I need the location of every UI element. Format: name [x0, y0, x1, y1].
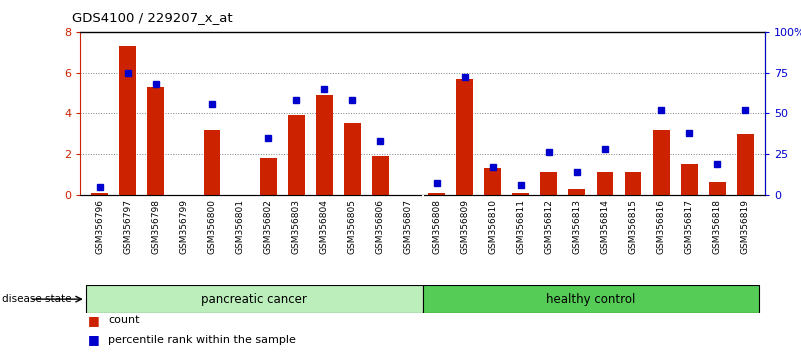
Text: GSM356810: GSM356810 [488, 199, 497, 254]
Text: GSM356812: GSM356812 [545, 199, 553, 254]
Text: healthy control: healthy control [546, 293, 636, 306]
Bar [737, 133, 754, 195]
Bar [597, 172, 614, 195]
Bar [288, 115, 304, 195]
Text: disease state: disease state [2, 294, 71, 304]
Text: ■: ■ [88, 314, 100, 327]
Text: GSM356801: GSM356801 [235, 199, 244, 254]
Text: GSM356797: GSM356797 [123, 199, 132, 254]
Text: GSM356806: GSM356806 [376, 199, 385, 254]
Bar [203, 130, 220, 195]
Text: GSM356803: GSM356803 [292, 199, 300, 254]
Text: GSM356802: GSM356802 [264, 199, 272, 254]
Text: GSM356798: GSM356798 [151, 199, 160, 254]
Text: GSM356813: GSM356813 [573, 199, 582, 254]
Text: GSM356819: GSM356819 [741, 199, 750, 254]
Bar [569, 189, 586, 195]
Bar [457, 79, 473, 195]
Bar [485, 168, 501, 195]
Bar [86, 285, 423, 313]
Bar [541, 172, 557, 195]
Bar [709, 183, 726, 195]
Bar [625, 172, 642, 195]
Bar [260, 158, 276, 195]
Text: count: count [108, 315, 139, 325]
Text: GSM356796: GSM356796 [95, 199, 104, 254]
Text: GSM356818: GSM356818 [713, 199, 722, 254]
Text: GSM356811: GSM356811 [517, 199, 525, 254]
Text: ■: ■ [88, 333, 100, 346]
Bar [91, 193, 108, 195]
Text: GSM356809: GSM356809 [460, 199, 469, 254]
Bar [681, 164, 698, 195]
Text: GSM356804: GSM356804 [320, 199, 328, 254]
Bar [429, 193, 445, 195]
Text: pancreatic cancer: pancreatic cancer [201, 293, 307, 306]
Bar [147, 87, 164, 195]
Text: GSM356814: GSM356814 [601, 199, 610, 254]
Text: GSM356805: GSM356805 [348, 199, 357, 254]
Bar [513, 193, 529, 195]
Text: GSM356800: GSM356800 [207, 199, 216, 254]
Text: GSM356807: GSM356807 [404, 199, 413, 254]
Text: GSM356816: GSM356816 [657, 199, 666, 254]
Bar [119, 46, 136, 195]
Text: GSM356815: GSM356815 [629, 199, 638, 254]
Bar [316, 95, 332, 195]
Text: GSM356799: GSM356799 [179, 199, 188, 254]
Text: GSM356808: GSM356808 [432, 199, 441, 254]
Text: GSM356817: GSM356817 [685, 199, 694, 254]
Bar [344, 124, 360, 195]
Text: GDS4100 / 229207_x_at: GDS4100 / 229207_x_at [72, 11, 233, 24]
Text: percentile rank within the sample: percentile rank within the sample [108, 335, 296, 345]
Bar [423, 285, 759, 313]
Bar [372, 156, 388, 195]
Bar [653, 130, 670, 195]
